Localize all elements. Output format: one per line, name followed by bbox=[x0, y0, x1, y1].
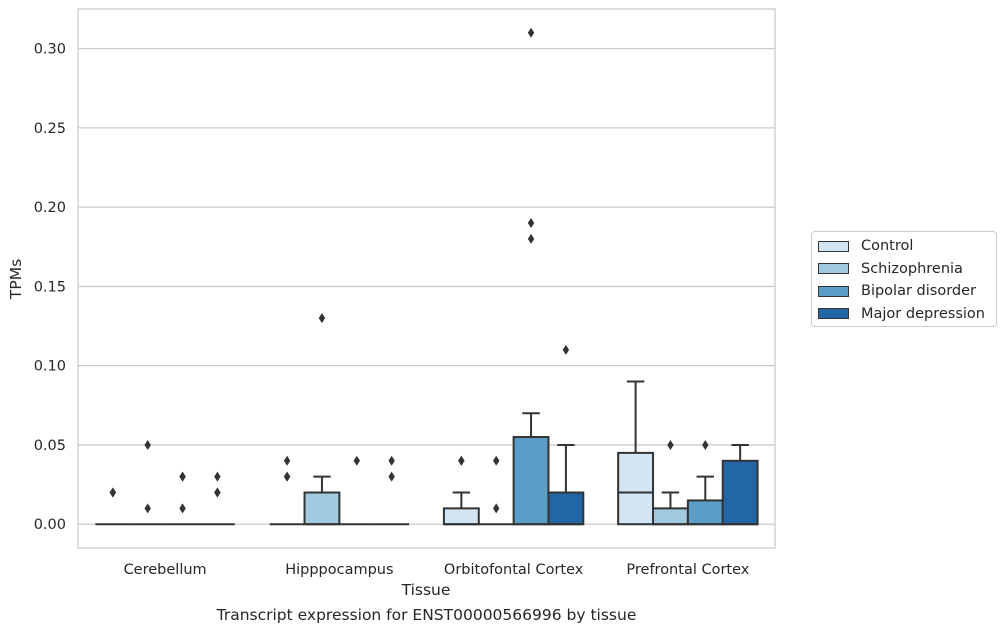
box-control-orbitofontal-cortex bbox=[442, 491, 480, 526]
box-body bbox=[721, 459, 759, 526]
y-tick-label: 0.10 bbox=[34, 359, 66, 375]
legend-swatch-major-depression bbox=[818, 308, 849, 320]
outlier-point-schizophrenia bbox=[144, 503, 151, 514]
legend-item-bipolar-disorder: Bipolar disorder bbox=[818, 280, 996, 303]
legend-label-schizophrenia: Schizophrenia bbox=[861, 260, 963, 277]
box-control-prefrontal-cortex bbox=[617, 380, 655, 526]
box-body bbox=[652, 507, 689, 526]
outlier-point-control bbox=[109, 487, 117, 498]
outlier-point-major-depression bbox=[388, 471, 395, 482]
legend-item-schizophrenia: Schizophrenia bbox=[818, 258, 996, 281]
outlier-point-major-depression bbox=[214, 471, 221, 482]
outlier-point-bipolar-disorder bbox=[527, 218, 535, 229]
box-bipolar-disorder-orbitofontal-cortex bbox=[512, 412, 550, 526]
x-tick-label-hipppocampus: Hipppocampus bbox=[285, 562, 393, 578]
outlier-point-bipolar-disorder bbox=[179, 471, 186, 482]
legend-item-major-depression: Major depression bbox=[818, 303, 996, 326]
plot-area-frame bbox=[77, 8, 776, 549]
y-tick-label: 0.15 bbox=[34, 279, 66, 295]
outlier-points bbox=[109, 27, 709, 514]
x-tick-label-prefrontal-cortex: Prefrontal Cortex bbox=[626, 562, 749, 578]
box-body bbox=[512, 436, 550, 526]
box-major-depression-orbitofontal-cortex bbox=[547, 443, 585, 526]
outlier-point-bipolar-disorder bbox=[527, 27, 535, 38]
outlier-point-control bbox=[283, 471, 291, 482]
outlier-point-major-depression bbox=[562, 344, 570, 355]
outlier-point-bipolar-disorder bbox=[353, 455, 360, 466]
legend-label-major-depression: Major depression bbox=[861, 305, 985, 322]
box-body bbox=[442, 507, 480, 526]
outlier-point-schizophrenia bbox=[493, 455, 500, 466]
outlier-point-major-depression bbox=[214, 487, 221, 498]
legend-swatch-control bbox=[818, 240, 849, 252]
y-tick-label: 0.20 bbox=[34, 200, 66, 216]
y-tick-label: 0.30 bbox=[34, 42, 66, 58]
outlier-point-schizophrenia bbox=[493, 503, 500, 514]
outlier-point-bipolar-disorder bbox=[702, 439, 709, 450]
outlier-point-schizophrenia bbox=[144, 439, 151, 450]
y-tick-labels: 0.00 0.05 0.10 0.15 0.20 0.25 0.30 bbox=[34, 42, 66, 534]
chart-legend: Control Schizophrenia Bipolar disorder M… bbox=[811, 231, 997, 327]
box-schizophrenia-hipppocampus bbox=[303, 475, 341, 526]
outlier-point-bipolar-disorder bbox=[179, 503, 186, 514]
x-tick-label-orbitofontal-cortex: Orbitofontal Cortex bbox=[444, 562, 584, 578]
box-bipolar-disorder-prefrontal-cortex bbox=[686, 475, 724, 526]
outlier-point-control bbox=[283, 455, 291, 466]
y-tick-label: 0.00 bbox=[34, 517, 66, 533]
outlier-point-bipolar-disorder bbox=[527, 233, 535, 244]
x-tick-labels: Cerebellum Hipppocampus Orbitofontal Corte… bbox=[124, 562, 750, 578]
boxes bbox=[95, 380, 759, 526]
legend-label-bipolar-disorder: Bipolar disorder bbox=[861, 283, 976, 300]
outlier-point-major-depression bbox=[388, 455, 395, 466]
outlier-point-schizophrenia bbox=[667, 439, 674, 450]
x-axis-title: Tissue bbox=[401, 581, 451, 599]
gridlines bbox=[78, 47, 775, 525]
box-schizophrenia-prefrontal-cortex bbox=[652, 491, 689, 526]
x-tick-label-cerebellum: Cerebellum bbox=[124, 562, 207, 578]
box-body bbox=[617, 451, 655, 526]
box-major-depression-prefrontal-cortex bbox=[721, 443, 759, 526]
y-axis-title: TPMs bbox=[7, 259, 25, 300]
legend-label-control: Control bbox=[861, 238, 914, 255]
outlier-point-control bbox=[458, 455, 465, 466]
outlier-point-schizophrenia bbox=[318, 313, 326, 324]
box-body bbox=[303, 491, 341, 526]
legend-swatch-schizophrenia bbox=[818, 263, 849, 275]
y-tick-label: 0.25 bbox=[34, 121, 66, 137]
box-body bbox=[547, 491, 585, 526]
y-tick-label: 0.05 bbox=[34, 438, 66, 454]
legend-swatch-bipolar-disorder bbox=[818, 285, 849, 297]
box-body bbox=[686, 499, 724, 526]
chart-caption: Transcript expression for ENST0000056699… bbox=[216, 606, 637, 624]
legend-item-control: Control bbox=[818, 235, 996, 258]
